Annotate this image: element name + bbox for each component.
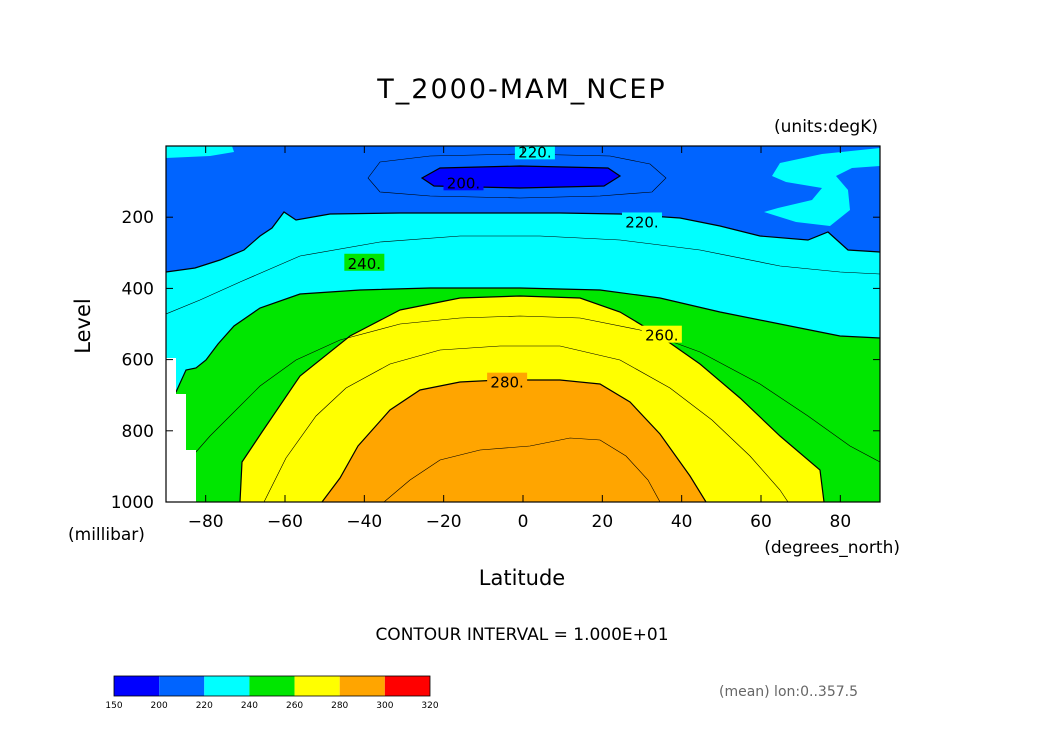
- contour-240: [166, 287, 880, 401]
- contour-label: 280.: [490, 374, 523, 392]
- colorbar-tick-label: 200: [151, 701, 168, 711]
- colorbar-tick-label: 220: [196, 701, 213, 711]
- contour-250: [166, 315, 880, 483]
- x-tick-label: 40: [671, 512, 693, 532]
- contour-label-bg: [514, 146, 555, 160]
- band-220-240-patch-a: [764, 148, 880, 226]
- y-tick-label: 1000: [111, 493, 154, 513]
- colorbar-tick-label: 260: [286, 701, 303, 711]
- x-tick-label: −80: [188, 512, 224, 532]
- contour-260: [239, 295, 825, 502]
- x-tick-label: −60: [267, 512, 303, 532]
- y-tick-label: 600: [122, 351, 154, 371]
- colorbar-tick-label: 300: [376, 701, 393, 711]
- colorbar-swatch: [339, 676, 385, 696]
- colorbar-swatch: [294, 676, 340, 696]
- contour-label-bg: [443, 173, 484, 191]
- y-axis: 200 400 600 800 1000: [111, 208, 880, 513]
- contour-label: 200.: [447, 174, 480, 192]
- x-axis: −80 −60 −40 −20 0 20 40 60 80: [188, 146, 851, 532]
- x-tick-label: −40: [346, 512, 382, 532]
- x-tick-label: 80: [830, 512, 852, 532]
- x-tick-label: 60: [750, 512, 772, 532]
- colorbar-swatch: [249, 676, 295, 696]
- colorbar: 150 200 220 240 260 280 300 320: [105, 675, 439, 711]
- units-label: (units:degK): [774, 117, 878, 137]
- colorbar-swatch: [159, 676, 205, 696]
- y-units-label: (millibar): [68, 525, 145, 545]
- x-tick-label: 20: [592, 512, 614, 532]
- contour-labels: 220. 200. 220. 240. 260. 280.: [344, 143, 682, 392]
- contour-270: [263, 345, 789, 502]
- y-tick-label: 400: [122, 279, 154, 299]
- contour-220: [166, 211, 880, 273]
- contour-label: 220.: [518, 143, 551, 161]
- contour-label-bg: [344, 253, 385, 271]
- colorbar-frame: [113, 675, 431, 697]
- contour-230: [166, 235, 880, 315]
- band-280-300: [322, 380, 706, 502]
- y-tick-label: 200: [122, 208, 154, 228]
- x-tick-label: −20: [426, 512, 462, 532]
- contour-210: [367, 153, 667, 199]
- contour-label: 260.: [645, 327, 678, 345]
- colorbar-tick-label: 320: [421, 701, 438, 711]
- y-tick-label: 800: [122, 422, 154, 442]
- minor-contours: [166, 153, 880, 502]
- band-200-220: [166, 146, 880, 272]
- plot-area: 220. 200. 220. 240. 260. 280.: [166, 143, 880, 502]
- colorbar-tick-label: 150: [105, 701, 122, 711]
- contour-290: [383, 437, 661, 502]
- x-axis-title: Latitude: [479, 566, 565, 590]
- mean-note: (mean) lon:0..357.5: [719, 684, 858, 700]
- major-contours: [166, 165, 880, 502]
- band-220-240-patch-b: [166, 146, 234, 158]
- missing-data-region: [166, 358, 196, 502]
- x-units-label: (degrees_north): [764, 538, 900, 558]
- colorbar-swatch: [114, 676, 160, 696]
- contour-label: 240.: [348, 255, 381, 273]
- colorbar-tick-label: 280: [331, 701, 348, 711]
- contour-label-bg: [641, 325, 682, 343]
- colorbar-tick-label: 240: [241, 701, 258, 711]
- x-tick-label: 0: [518, 512, 529, 532]
- contour-label: 220.: [625, 213, 658, 231]
- y-axis-title: Level: [71, 298, 95, 353]
- contour-label-bg: [622, 212, 662, 230]
- colorbar-swatch: [384, 676, 430, 696]
- contour-label-bg: [487, 372, 528, 390]
- contour-interval-note: CONTOUR INTERVAL = 1.000E+01: [375, 625, 668, 645]
- colorbar-swatch: [204, 676, 250, 696]
- chart-title: T_2000-MAM_NCEP: [376, 74, 666, 105]
